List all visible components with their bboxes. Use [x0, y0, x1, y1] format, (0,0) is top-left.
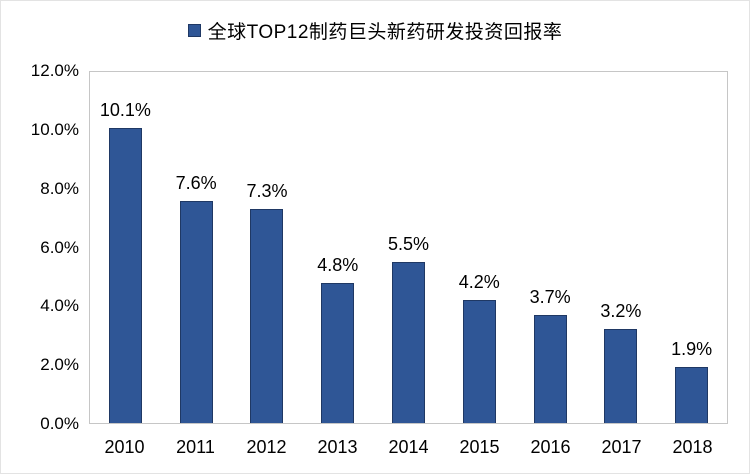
bar-value-label: 1.9%	[671, 339, 713, 360]
y-axis-tick-label: 0.0%	[40, 414, 79, 433]
y-axis-tick-label: 6.0%	[40, 237, 79, 257]
bar-2014	[392, 262, 426, 423]
bar-column-2014: 5.5%	[373, 72, 444, 423]
x-axis-tick-label: 2017	[601, 437, 642, 457]
y-axis-tick-label: 4.0%	[40, 296, 79, 316]
bar-value-label: 3.7%	[529, 286, 571, 307]
chart-legend: 全球TOP12制药巨头新药研发投资回报率	[1, 17, 749, 44]
y-axis-tick-label: 8.0%	[40, 178, 79, 198]
bar-2011	[179, 200, 213, 423]
bar-column-2011: 7.6%	[161, 72, 232, 423]
bar-2017	[604, 329, 638, 423]
bar-value-label: 5.5%	[388, 234, 430, 255]
x-axis: 2010 2011 2012 2013 2014 2015 2016 2017 2018	[89, 437, 728, 458]
x-axis-tick-label: 2013	[317, 437, 358, 457]
x-axis-tick-label: 2010	[104, 437, 145, 457]
x-axis-tick-label: 2016	[530, 437, 571, 457]
x-axis-tick-label: 2014	[388, 437, 429, 457]
x-axis-tick-label: 2012	[246, 437, 287, 457]
bar-value-label: 3.2%	[600, 301, 642, 322]
bar-2010	[108, 127, 142, 423]
bar-column-2017: 3.2%	[585, 72, 656, 423]
plot-area: 10.1% 7.6% 7.3% 4.8% 5.5% 4.2% 3.7% 3.2% 1.9%	[89, 71, 728, 424]
bar-value-label: 4.2%	[458, 272, 500, 293]
bar-2018	[675, 367, 709, 423]
bar-column-2015: 4.2%	[444, 72, 515, 423]
bar-value-label: 4.8%	[317, 254, 359, 275]
bar-column-2010: 10.1%	[90, 72, 161, 423]
x-axis-tick-label: 2015	[459, 437, 500, 457]
x-axis-tick-label: 2018	[672, 437, 713, 457]
bar-2013	[321, 282, 355, 423]
y-axis-tick-label: 12.0%	[30, 61, 79, 80]
y-axis-tick-label: 2.0%	[40, 355, 79, 375]
bar-column-2013: 4.8%	[302, 72, 373, 423]
bar-column-2018: 1.9%	[656, 72, 727, 423]
x-axis-tick-label: 2011	[176, 437, 215, 457]
legend-square-icon	[187, 24, 201, 37]
y-axis-tick-label: 10.0%	[30, 119, 79, 139]
bar-value-label: 7.3%	[246, 181, 288, 202]
legend-label: 全球TOP12制药巨头新药研发投资回报率	[207, 22, 563, 43]
bar-2012	[250, 209, 284, 423]
bar-column-2012: 7.3%	[232, 72, 303, 423]
bar-value-label: 7.6%	[175, 172, 217, 193]
bar-2015	[462, 300, 496, 423]
bar-value-label: 10.1%	[99, 99, 151, 120]
bar-column-2016: 3.7%	[515, 72, 586, 423]
bar-2016	[533, 314, 567, 423]
